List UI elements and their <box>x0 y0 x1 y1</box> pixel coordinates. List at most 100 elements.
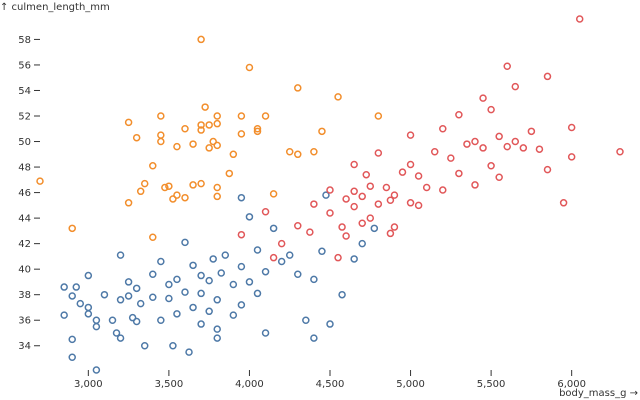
point <box>386 229 395 238</box>
y-tick-label: 36 <box>18 316 31 327</box>
point <box>519 144 528 152</box>
point <box>229 311 238 319</box>
point <box>60 283 68 291</box>
point <box>169 195 177 203</box>
point <box>350 187 358 196</box>
point <box>68 292 76 300</box>
point <box>237 262 246 271</box>
point <box>390 191 399 199</box>
point <box>197 289 205 298</box>
point <box>173 310 181 318</box>
point <box>285 251 294 259</box>
point <box>253 289 262 298</box>
point <box>84 310 93 318</box>
point <box>185 348 193 356</box>
point <box>342 195 350 203</box>
point <box>197 126 205 134</box>
y-tick-label: 42 <box>18 239 31 250</box>
point <box>294 150 302 159</box>
point <box>72 283 80 291</box>
point <box>92 316 101 324</box>
point <box>439 186 447 194</box>
point <box>495 173 503 182</box>
point <box>479 94 487 102</box>
point <box>181 125 189 133</box>
point <box>132 317 141 326</box>
point <box>253 125 262 133</box>
point <box>471 137 479 146</box>
y-tick-label: 48 <box>18 163 31 174</box>
point <box>358 239 366 248</box>
point <box>306 228 314 236</box>
point <box>157 316 165 324</box>
y-tick-label: 38 <box>18 290 31 301</box>
point <box>205 276 213 285</box>
point <box>116 251 125 259</box>
point <box>136 187 145 196</box>
point <box>310 275 318 284</box>
point <box>124 278 133 286</box>
point <box>616 147 624 156</box>
point <box>253 246 262 254</box>
point <box>406 160 415 169</box>
point <box>92 366 101 374</box>
point <box>213 296 221 304</box>
y-tick-label: 46 <box>18 188 31 199</box>
point <box>342 232 350 240</box>
point <box>213 183 221 192</box>
point <box>245 63 254 72</box>
point <box>269 224 278 233</box>
point <box>326 320 334 328</box>
point <box>414 201 423 210</box>
point <box>197 179 205 188</box>
y-tick-label: 34 <box>18 341 31 352</box>
point <box>161 183 169 192</box>
point <box>221 251 230 259</box>
point <box>108 316 117 324</box>
point <box>140 341 149 350</box>
point <box>213 112 221 120</box>
point <box>157 257 165 266</box>
point <box>149 233 157 242</box>
point <box>217 269 225 277</box>
point <box>414 172 423 180</box>
x-tick-label: 4,000 <box>235 379 264 390</box>
point <box>116 296 125 304</box>
point <box>318 127 326 136</box>
x-tick-label: 4,500 <box>316 379 345 390</box>
point <box>213 192 221 201</box>
point <box>237 301 246 309</box>
point <box>197 35 205 44</box>
point <box>124 292 133 300</box>
point <box>173 275 181 284</box>
point <box>213 325 221 333</box>
point <box>157 112 165 120</box>
point <box>358 192 366 201</box>
x-axis-label: body_mass_g → <box>559 388 638 399</box>
point <box>213 334 221 342</box>
point <box>567 153 576 161</box>
point <box>338 223 346 231</box>
point <box>567 123 576 132</box>
point <box>92 322 101 331</box>
x-tick-label: 3,000 <box>74 379 103 390</box>
point <box>386 196 395 204</box>
x-tick-label: 3,500 <box>155 379 184 390</box>
y-axis-label: ↑ culmen_length_mm <box>0 2 110 13</box>
y-tick-label: 58 <box>18 35 31 46</box>
point <box>543 72 552 81</box>
point <box>60 311 68 319</box>
point <box>511 137 520 146</box>
point <box>350 202 358 211</box>
point <box>382 183 391 192</box>
point <box>334 253 342 262</box>
point <box>559 199 568 207</box>
point <box>350 160 358 169</box>
point <box>112 329 121 337</box>
point <box>157 131 165 139</box>
point <box>310 200 318 208</box>
point <box>277 257 286 266</box>
point <box>422 183 431 192</box>
point <box>543 165 552 174</box>
